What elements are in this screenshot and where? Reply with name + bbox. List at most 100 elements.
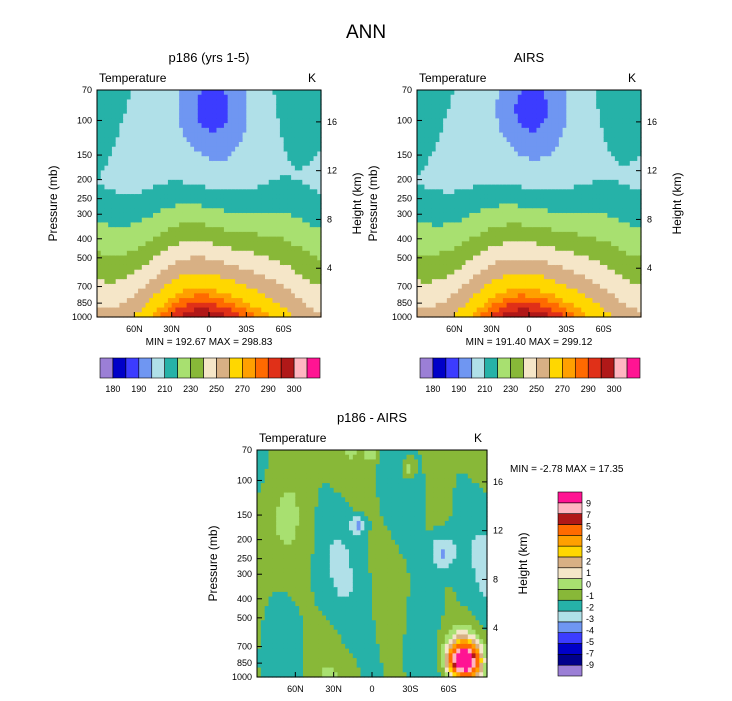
contour-cell — [450, 302, 455, 309]
contour-cell — [201, 156, 206, 162]
contour-cell — [435, 99, 440, 105]
contour-cell — [450, 255, 455, 261]
contour-cell — [480, 170, 485, 176]
contour-cell — [570, 151, 575, 157]
contour-cell — [141, 217, 147, 224]
contour-cell — [156, 302, 162, 309]
contour-cell — [517, 156, 523, 162]
contour-cell — [476, 307, 482, 313]
contour-cell — [514, 179, 519, 186]
contour-cell — [424, 246, 429, 252]
contour-cell — [514, 274, 519, 280]
contour-cell — [160, 104, 165, 110]
contour-cell — [424, 260, 429, 266]
x-tick-label: 30N — [163, 324, 180, 334]
contour-cell — [167, 156, 173, 162]
contour-cell — [309, 189, 315, 195]
contour-cell — [540, 123, 545, 129]
contour-cell — [97, 246, 102, 252]
contour-cell — [257, 264, 262, 271]
contour-cell — [115, 241, 120, 247]
contour-cell — [517, 255, 523, 261]
contour-cell — [123, 260, 128, 266]
contour-cell — [517, 231, 523, 238]
contour-cell — [499, 118, 504, 124]
contour-cell — [495, 236, 500, 242]
contour-cell — [525, 104, 530, 110]
contour-cell — [536, 127, 541, 134]
contour-cell — [446, 90, 452, 96]
contour-cell — [469, 293, 474, 299]
contour-cell — [205, 312, 210, 318]
contour-cell — [246, 198, 251, 205]
contour-cell — [555, 293, 560, 299]
contour-cell — [514, 302, 519, 309]
contour-cell — [123, 283, 128, 290]
contour-cell — [517, 274, 523, 280]
contour-cell — [108, 255, 113, 261]
contour-cell — [145, 99, 150, 105]
contour-cell — [469, 298, 474, 304]
contour-cell — [487, 274, 493, 280]
contour-cell — [156, 222, 162, 228]
contour-cell — [104, 170, 109, 176]
contour-cell — [97, 118, 102, 124]
contour-cell — [212, 231, 218, 238]
contour-cell — [428, 165, 433, 171]
contour-cell — [119, 146, 124, 153]
contour-cell — [138, 151, 143, 157]
contour-cell — [190, 307, 195, 313]
contour-cell — [141, 246, 147, 252]
contour-cell — [543, 179, 549, 186]
contour-cell — [502, 132, 508, 138]
contour-cell — [543, 118, 549, 124]
contour-cell — [480, 241, 485, 247]
contour-cell — [317, 274, 322, 280]
contour-cell — [450, 137, 455, 143]
contour-cell — [458, 94, 463, 101]
contour-cell — [108, 293, 113, 299]
contour-cell — [279, 283, 285, 290]
contour-cell — [123, 194, 128, 200]
contour-cell — [182, 179, 188, 186]
contour-cell — [283, 302, 288, 309]
contour-cell — [435, 189, 440, 195]
contour-cell — [283, 184, 288, 190]
contour-cell — [517, 198, 523, 205]
contour-cell — [182, 165, 188, 171]
contour-cell — [431, 142, 437, 148]
contour-cell — [495, 217, 500, 224]
contour-cell — [317, 283, 322, 290]
contour-cell — [547, 255, 552, 261]
contour-cell — [108, 160, 113, 167]
contour-cell — [443, 298, 448, 304]
contour-cell — [216, 227, 221, 233]
contour-cell — [562, 156, 567, 162]
contour-cell — [302, 246, 307, 252]
contour-cell — [555, 236, 560, 242]
contour-cell — [186, 227, 191, 233]
contour-cell — [164, 231, 169, 238]
contour-cell — [439, 298, 444, 304]
contour-cell — [476, 132, 482, 138]
contour-cell — [428, 142, 433, 148]
contour-cell — [100, 156, 106, 162]
contour-cell — [428, 113, 433, 119]
contour-cell — [521, 160, 526, 167]
contour-cell — [521, 203, 526, 209]
contour-cell — [529, 231, 534, 238]
contour-cell — [454, 189, 459, 195]
contour-cell — [261, 198, 266, 205]
contour-cell — [194, 298, 199, 304]
contour-cell — [242, 293, 247, 299]
contour-cell — [123, 146, 128, 153]
contour-cell — [123, 198, 128, 205]
contour-cell — [257, 123, 262, 129]
contour-cell — [257, 246, 262, 252]
contour-cell — [126, 160, 132, 167]
contour-cell — [238, 184, 244, 190]
contour-cell — [164, 189, 169, 195]
contour-cell — [126, 279, 132, 285]
contour-cell — [420, 165, 426, 171]
contour-cell — [209, 99, 214, 105]
